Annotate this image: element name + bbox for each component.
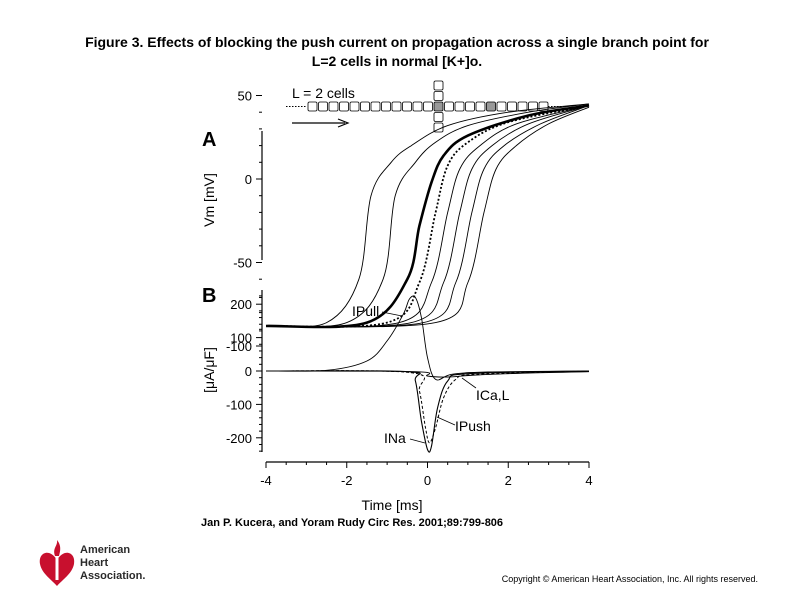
vm-trace xyxy=(265,104,590,328)
ipush-leader xyxy=(436,416,456,426)
cable-cell xyxy=(412,101,423,112)
vm-trace xyxy=(265,104,590,329)
ica-leader xyxy=(461,377,477,389)
vm-trace xyxy=(265,105,590,328)
x-tick-label: -4 xyxy=(260,473,272,488)
x-tick-label: 4 xyxy=(585,473,592,488)
x-tick-label: 2 xyxy=(505,473,512,488)
panel-a: A Vm [mV] 50 0 -50 -100 xyxy=(201,89,590,354)
x-tick-label: -2 xyxy=(341,473,353,488)
cable-cell xyxy=(486,101,496,112)
ipush-label: IPush xyxy=(455,418,491,434)
cable-cell xyxy=(423,101,433,112)
panel-b-x-axis: -4 -2 0 2 4 xyxy=(260,461,593,488)
cable-cell xyxy=(349,101,360,112)
cable-cell xyxy=(517,101,528,112)
y-tick-label: 100 xyxy=(230,331,252,346)
y-tick-label: -200 xyxy=(226,431,252,446)
cable-cell xyxy=(402,101,412,112)
ica-trace xyxy=(265,370,590,378)
panel-a-traces xyxy=(265,103,590,329)
ipull-leader xyxy=(381,311,403,317)
vm-trace xyxy=(265,103,590,328)
cable-cell xyxy=(465,101,475,112)
panel-a-letter: A xyxy=(202,129,216,151)
title-line-1: Figure 3. Effects of blocking the push c… xyxy=(85,34,709,50)
panel-b-traces xyxy=(265,295,590,453)
ipush-trace xyxy=(265,370,590,444)
branch-cell xyxy=(433,91,444,101)
aha-logo-text: American Heart Association. xyxy=(80,544,145,583)
cable-cell xyxy=(475,101,486,112)
y-tick-label: -100 xyxy=(226,397,252,412)
vm-trace xyxy=(265,105,590,328)
panel-b-ylabel: [μA/μF] xyxy=(201,347,217,393)
cable-cell xyxy=(444,101,454,112)
cable-cell xyxy=(307,101,318,112)
ica-label: ICa,L xyxy=(476,387,510,403)
cable-cell xyxy=(507,101,517,112)
y-tick-label: -100 xyxy=(226,339,252,354)
copyright: Copyright © American Heart Association, … xyxy=(501,574,758,584)
propagation-arrow-icon xyxy=(337,118,350,128)
panel-b-y-axis: 200 100 0 -100 -200 xyxy=(226,290,263,452)
cable-cell xyxy=(454,101,465,112)
ipull-label: IPull xyxy=(352,303,379,319)
panel-a-y-axis: 50 0 -50 -100 xyxy=(226,89,263,354)
ipull-trace xyxy=(265,295,590,381)
cable-cell xyxy=(328,101,339,112)
branch-cell xyxy=(433,80,444,91)
panel-b: B [μA/μF] 200 100 0 -100 -200 -4 -2 0 2 4 Time [… xyxy=(201,285,593,513)
branch-cell xyxy=(433,112,444,122)
cable-cell xyxy=(339,101,349,112)
vm-trace xyxy=(265,105,590,328)
logo-line-3: Association. xyxy=(80,570,146,582)
heart-torch-logo-icon xyxy=(39,540,75,586)
cable-cell xyxy=(433,101,444,112)
citation: Jan P. Kucera, and Yoram Rudy Circ Res. … xyxy=(201,517,504,529)
cable-cell xyxy=(370,101,381,112)
y-tick-label: -50 xyxy=(233,256,252,271)
y-tick-label: 0 xyxy=(245,172,252,187)
ina-trace xyxy=(265,370,590,453)
schematic-label: L = 2 cells xyxy=(292,85,355,101)
cable-cell xyxy=(391,101,402,112)
panel-b-letter: B xyxy=(202,285,216,307)
vm-trace xyxy=(265,103,590,328)
y-tick-label: 50 xyxy=(238,89,252,104)
cell-strand xyxy=(286,80,565,133)
cable-cell xyxy=(360,101,370,112)
panel-a-ylabel: Vm [mV] xyxy=(201,173,217,227)
ina-label: INa xyxy=(384,430,406,446)
y-tick-label: 0 xyxy=(245,364,252,379)
cable-cell xyxy=(496,101,507,112)
vm-trace xyxy=(265,106,590,328)
cable-schematic: L = 2 cells xyxy=(286,80,565,133)
title-line-2: L=2 cells in normal [K+]o. xyxy=(311,53,483,69)
x-axis-label: Time [ms] xyxy=(362,497,423,513)
logo-line-2: Heart xyxy=(80,557,109,569)
cable-cell xyxy=(381,101,391,112)
y-tick-label: 200 xyxy=(230,297,252,312)
figure-title: Figure 3. Effects of blocking the push c… xyxy=(20,33,774,71)
logo-line-1: American xyxy=(80,544,131,556)
ina-leader xyxy=(409,438,426,444)
x-tick-label: 0 xyxy=(424,473,431,488)
cable-cell xyxy=(318,101,328,112)
